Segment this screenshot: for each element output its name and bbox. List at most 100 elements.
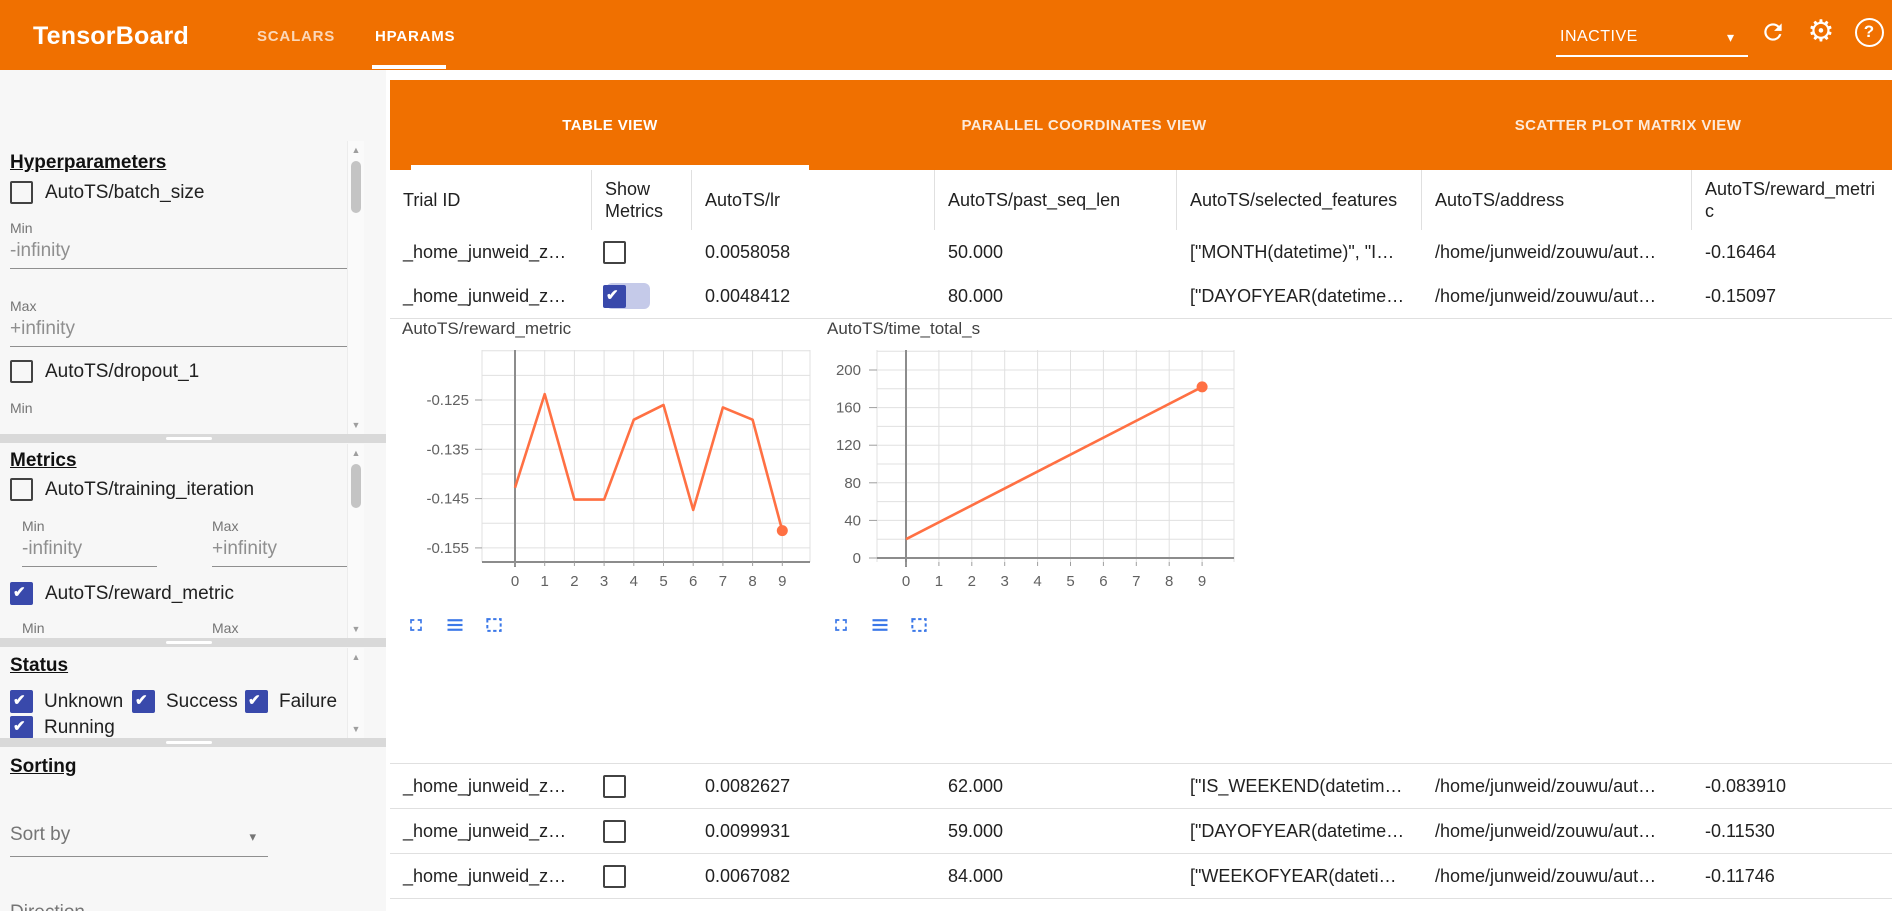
status-label: Running [44,716,115,738]
min-label: Min [22,620,45,636]
scroll-down-icon[interactable]: ▼ [351,420,361,430]
show-metrics-checkbox[interactable]: ✔ [603,864,626,888]
trial-id-cell: _home_junweid_z… [403,241,567,262]
hparam-label: AutoTS/batch_size [45,181,205,203]
refresh-glyph [1764,23,1782,41]
hparam-dropout-row[interactable]: ✔ AutoTS/dropout_1 [10,360,199,383]
column-header-trial-id[interactable]: Trial ID [390,170,592,230]
section-resize-handle[interactable] [0,434,386,443]
checkbox[interactable]: ✔ [132,690,155,713]
max-label: Max [10,298,37,314]
checkbox[interactable]: ✔ [10,582,33,605]
tab-hparams[interactable]: HPARAMS [375,28,456,45]
checkbox[interactable]: ✔ [245,690,268,713]
column-header-address[interactable]: AutoTS/address [1422,170,1692,230]
expand-chart-icon[interactable] [405,614,427,636]
hyperparameters-scrollbar[interactable]: ▲ ▼ [347,141,364,434]
svg-text:3: 3 [600,573,608,590]
direction-dropdown[interactable]: Direction ▾ [10,900,268,911]
svg-text:5: 5 [659,573,667,590]
max-input[interactable] [212,538,347,567]
tab-parallel-coordinates-view[interactable]: PARALLEL COORDINATES VIEW [961,117,1207,134]
tab-scalars[interactable]: SCALARS [257,28,336,45]
column-header-selected-features[interactable]: AutoTS/selected_features [1177,170,1422,230]
fit-domain-icon[interactable] [908,614,930,636]
metrics-scrollbar[interactable]: ▲ ▼ [347,444,364,638]
dropdown-underline [1556,55,1748,57]
column-header-lr[interactable]: AutoTS/lr [692,170,935,230]
scroll-up-icon[interactable]: ▲ [351,448,361,458]
scrollbar-thumb[interactable] [351,161,361,213]
svg-text:1: 1 [541,573,549,590]
status-option-running[interactable]: ✔ Running [10,716,115,739]
checkbox[interactable]: ✔ [10,690,33,713]
log-axis-icon[interactable] [869,614,891,636]
svg-text:9: 9 [778,573,786,590]
reward-metric-chart: AutoTS/reward_metric -0.125 -0.135 -0.145 -0… [402,319,811,590]
max-input[interactable] [10,318,352,347]
active-view-tab-underline [411,165,809,170]
max-label: Max [212,620,239,636]
svg-text:200: 200 [836,362,861,379]
status-option-unknown[interactable]: ✔ Unknown [10,690,123,713]
table-row: _home_junweid_z… ✔ 0.0082627 62.000 ["IS… [390,764,1892,809]
sort-by-dropdown[interactable]: Sort by ▾ [10,822,268,857]
checkbox[interactable]: ✔ [10,360,33,383]
svg-text:1: 1 [935,573,943,590]
svg-text:3: 3 [1001,573,1009,590]
time-total-chart: AutoTS/time_total_s 200 160 120 80 40 0 0 1 2 3 4 5 6… [827,319,1235,590]
show-metrics-checkbox[interactable]: ✔ [603,240,626,264]
app-title: TensorBoard [33,22,189,50]
expand-chart-icon[interactable] [830,614,852,636]
tab-table-view[interactable]: TABLE VIEW [562,117,658,134]
table-bottom-rows: _home_junweid_z… ✔ 0.0082627 62.000 ["IS… [390,763,1892,899]
show-metrics-checkbox[interactable]: ✔ [603,774,626,798]
checkbox[interactable]: ✔ [10,181,33,204]
svg-text:2: 2 [968,573,976,590]
gear-icon[interactable]: ⚙ [1807,15,1835,48]
scroll-down-icon[interactable]: ▼ [351,724,361,734]
status-option-failure[interactable]: ✔ Failure [245,690,337,713]
section-resize-handle[interactable] [0,638,386,647]
column-header-show-metrics[interactable]: Show Metrics [592,170,692,230]
section-resize-handle[interactable] [0,738,386,747]
chart-toolbar [405,614,505,640]
log-axis-icon[interactable] [444,614,466,636]
show-metrics-checkbox[interactable]: ✔ [603,819,626,843]
column-header-reward-metric[interactable]: AutoTS/reward_metric [1705,178,1876,222]
help-icon[interactable]: ? [1849,12,1889,52]
min-input[interactable] [10,240,352,269]
scroll-up-icon[interactable]: ▲ [351,145,361,155]
column-header-past-seq-len[interactable]: AutoTS/past_seq_len [935,170,1177,230]
metric-training-iteration-row[interactable]: ✔ AutoTS/training_iteration [10,478,254,501]
min-label: Min [10,220,33,236]
status-scrollbar[interactable]: ▲ ▼ [347,648,364,738]
selected-features-cell: ["WEEKOFYEAR(dateti… [1190,865,1397,886]
svg-text:160: 160 [836,400,861,417]
fit-domain-icon[interactable] [483,614,505,636]
scroll-up-icon[interactable]: ▲ [351,652,361,662]
checkbox[interactable]: ✔ [10,478,33,501]
min-label: Min [10,400,33,416]
tab-scatter-plot-matrix-view[interactable]: SCATTER PLOT MATRIX VIEW [1514,117,1742,134]
show-metrics-checkbox[interactable]: ✔ [603,284,626,308]
chevron-down-icon: ▾ [249,829,256,844]
selected-features-cell: ["IS_WEEKEND(datetim… [1190,775,1403,796]
chart-toolbar [830,614,930,640]
min-input[interactable] [22,538,157,567]
svg-text:0: 0 [902,573,910,590]
checkbox[interactable]: ✔ [10,716,33,739]
hparam-batch-size-row[interactable]: ✔ AutoTS/batch_size [10,181,204,204]
svg-text:7: 7 [719,573,727,590]
metric-reward-metric-row[interactable]: ✔ AutoTS/reward_metric [10,582,234,605]
status-option-success[interactable]: ✔ Success [132,690,238,713]
lr-cell: 0.0067082 [705,865,791,886]
run-status-dropdown[interactable]: INACTIVE ▾ [1556,26,1748,57]
direction-placeholder: Direction [10,902,85,911]
reward-metric-cell: -0.16464 [1705,241,1777,262]
table-row: _home_junweid_z… ✔ 0.0067082 84.000 ["WE… [390,854,1892,899]
selected-features-cell: ["DAYOFYEAR(datetime… [1190,820,1405,841]
scrollbar-thumb[interactable] [351,464,361,508]
refresh-icon[interactable] [1753,12,1793,52]
scroll-down-icon[interactable]: ▼ [351,624,361,634]
